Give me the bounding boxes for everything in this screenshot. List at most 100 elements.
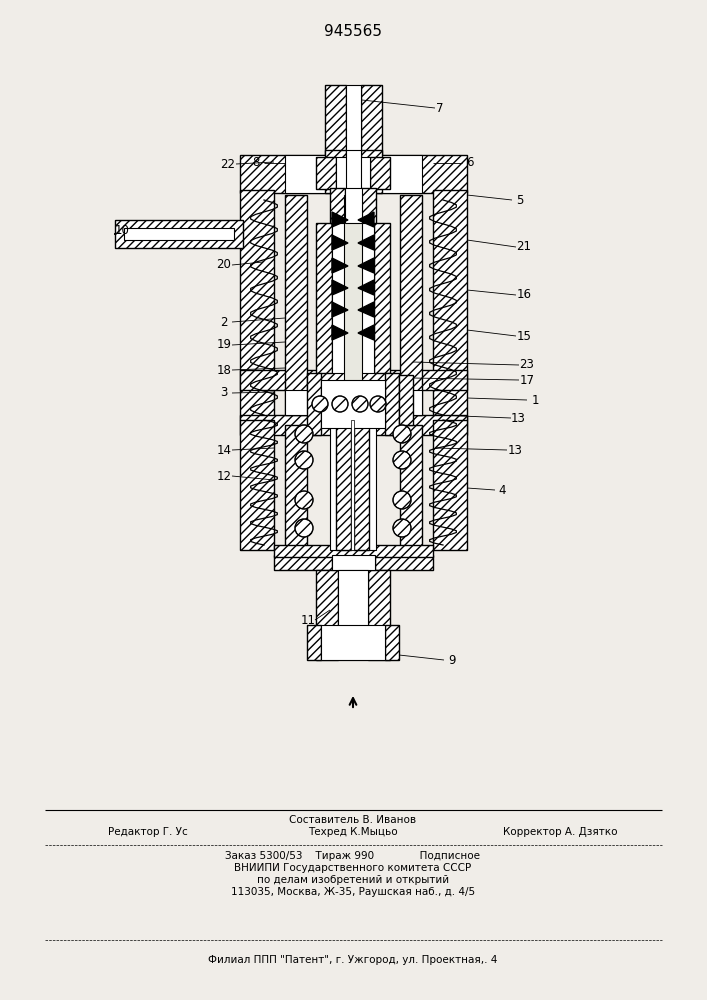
Text: 19: 19 [216, 338, 231, 352]
Bar [325, 85, 346, 155]
Bar [338, 570, 368, 660]
Text: Филиал ППП "Патент", г. Ужгород, ул. Проектная,. 4: Филиал ППП "Патент", г. Ужгород, ул. Про… [209, 955, 498, 965]
Bar [361, 188, 376, 223]
Circle shape [352, 396, 368, 412]
Circle shape [393, 519, 411, 537]
Polygon shape [358, 212, 374, 227]
Bar [332, 223, 374, 373]
Bar [240, 420, 274, 550]
Polygon shape [358, 325, 374, 340]
Text: 8: 8 [252, 156, 259, 169]
Text: 5: 5 [516, 194, 524, 207]
Bar [316, 223, 332, 373]
Bar [354, 420, 369, 550]
Text: 10: 10 [115, 224, 129, 236]
Bar [433, 190, 467, 420]
Bar [433, 420, 467, 550]
Text: 15: 15 [517, 330, 532, 342]
Bar [307, 625, 321, 660]
Bar [316, 157, 336, 189]
Bar [361, 150, 382, 193]
Bar [240, 370, 467, 390]
Text: 13: 13 [508, 444, 522, 456]
Bar [307, 625, 321, 660]
Bar [285, 425, 307, 550]
Circle shape [312, 396, 328, 412]
Bar [316, 570, 338, 660]
Circle shape [295, 451, 313, 469]
Text: 4: 4 [498, 484, 506, 496]
Text: 2: 2 [221, 316, 228, 328]
Bar [240, 420, 274, 550]
Bar [332, 555, 375, 570]
Polygon shape [358, 280, 374, 295]
Bar [368, 570, 390, 660]
Bar [351, 420, 354, 550]
Bar [346, 150, 361, 193]
Bar [316, 223, 332, 373]
Text: 17: 17 [520, 373, 534, 386]
Bar [400, 425, 422, 550]
Bar [433, 190, 467, 420]
Bar [345, 188, 362, 223]
Bar [368, 570, 390, 660]
Bar [374, 223, 390, 373]
Bar [336, 420, 351, 550]
Bar [385, 625, 399, 660]
Bar [240, 190, 274, 420]
Text: Составитель В. Иванов: Составитель В. Иванов [289, 815, 416, 825]
Bar [307, 373, 321, 435]
Polygon shape [332, 325, 348, 340]
Text: 113035, Москва, Ж-35, Раушская наб., д. 4/5: 113035, Москва, Ж-35, Раушская наб., д. … [231, 887, 475, 897]
Text: 1: 1 [531, 393, 539, 406]
Bar [285, 195, 307, 415]
Bar [240, 415, 467, 435]
Polygon shape [358, 302, 374, 317]
Circle shape [393, 425, 411, 443]
Bar [361, 85, 382, 155]
Circle shape [295, 519, 313, 537]
Text: 9: 9 [448, 654, 456, 666]
Bar [321, 380, 385, 428]
Bar [240, 415, 467, 435]
Text: 3: 3 [221, 386, 228, 399]
Bar [385, 373, 399, 435]
Text: 21: 21 [517, 240, 532, 253]
Bar [240, 370, 467, 390]
Text: Редактор Г. Ус: Редактор Г. Ус [108, 827, 188, 837]
Bar [240, 190, 274, 420]
Text: Заказ 5300/53    Тираж 990              Подписное: Заказ 5300/53 Тираж 990 Подписное [226, 851, 481, 861]
Bar [374, 223, 390, 373]
Bar [274, 545, 433, 557]
Polygon shape [332, 212, 348, 227]
Bar [115, 220, 243, 248]
Text: 945565: 945565 [324, 24, 382, 39]
Bar [433, 420, 467, 550]
Bar [325, 150, 346, 193]
Text: ВНИИПИ Государственного комитета СССР: ВНИИПИ Государственного комитета СССР [235, 863, 472, 873]
Bar [361, 150, 382, 193]
Bar [316, 157, 336, 189]
Circle shape [295, 491, 313, 509]
Bar [285, 390, 422, 415]
Circle shape [295, 425, 313, 443]
Bar [115, 220, 243, 248]
Text: 23: 23 [520, 359, 534, 371]
Bar [285, 425, 307, 550]
Bar [370, 157, 390, 189]
Bar [274, 555, 332, 570]
Polygon shape [332, 258, 348, 273]
Polygon shape [332, 235, 348, 250]
Bar [399, 375, 413, 425]
Text: 16: 16 [517, 288, 532, 302]
Text: 7: 7 [436, 102, 444, 114]
Bar [240, 155, 467, 193]
Bar [325, 150, 346, 193]
Polygon shape [332, 302, 348, 317]
Bar [124, 228, 234, 240]
Circle shape [393, 491, 411, 509]
Text: 6: 6 [466, 156, 474, 169]
Polygon shape [332, 280, 348, 295]
Bar [370, 157, 390, 189]
Bar [330, 188, 345, 223]
